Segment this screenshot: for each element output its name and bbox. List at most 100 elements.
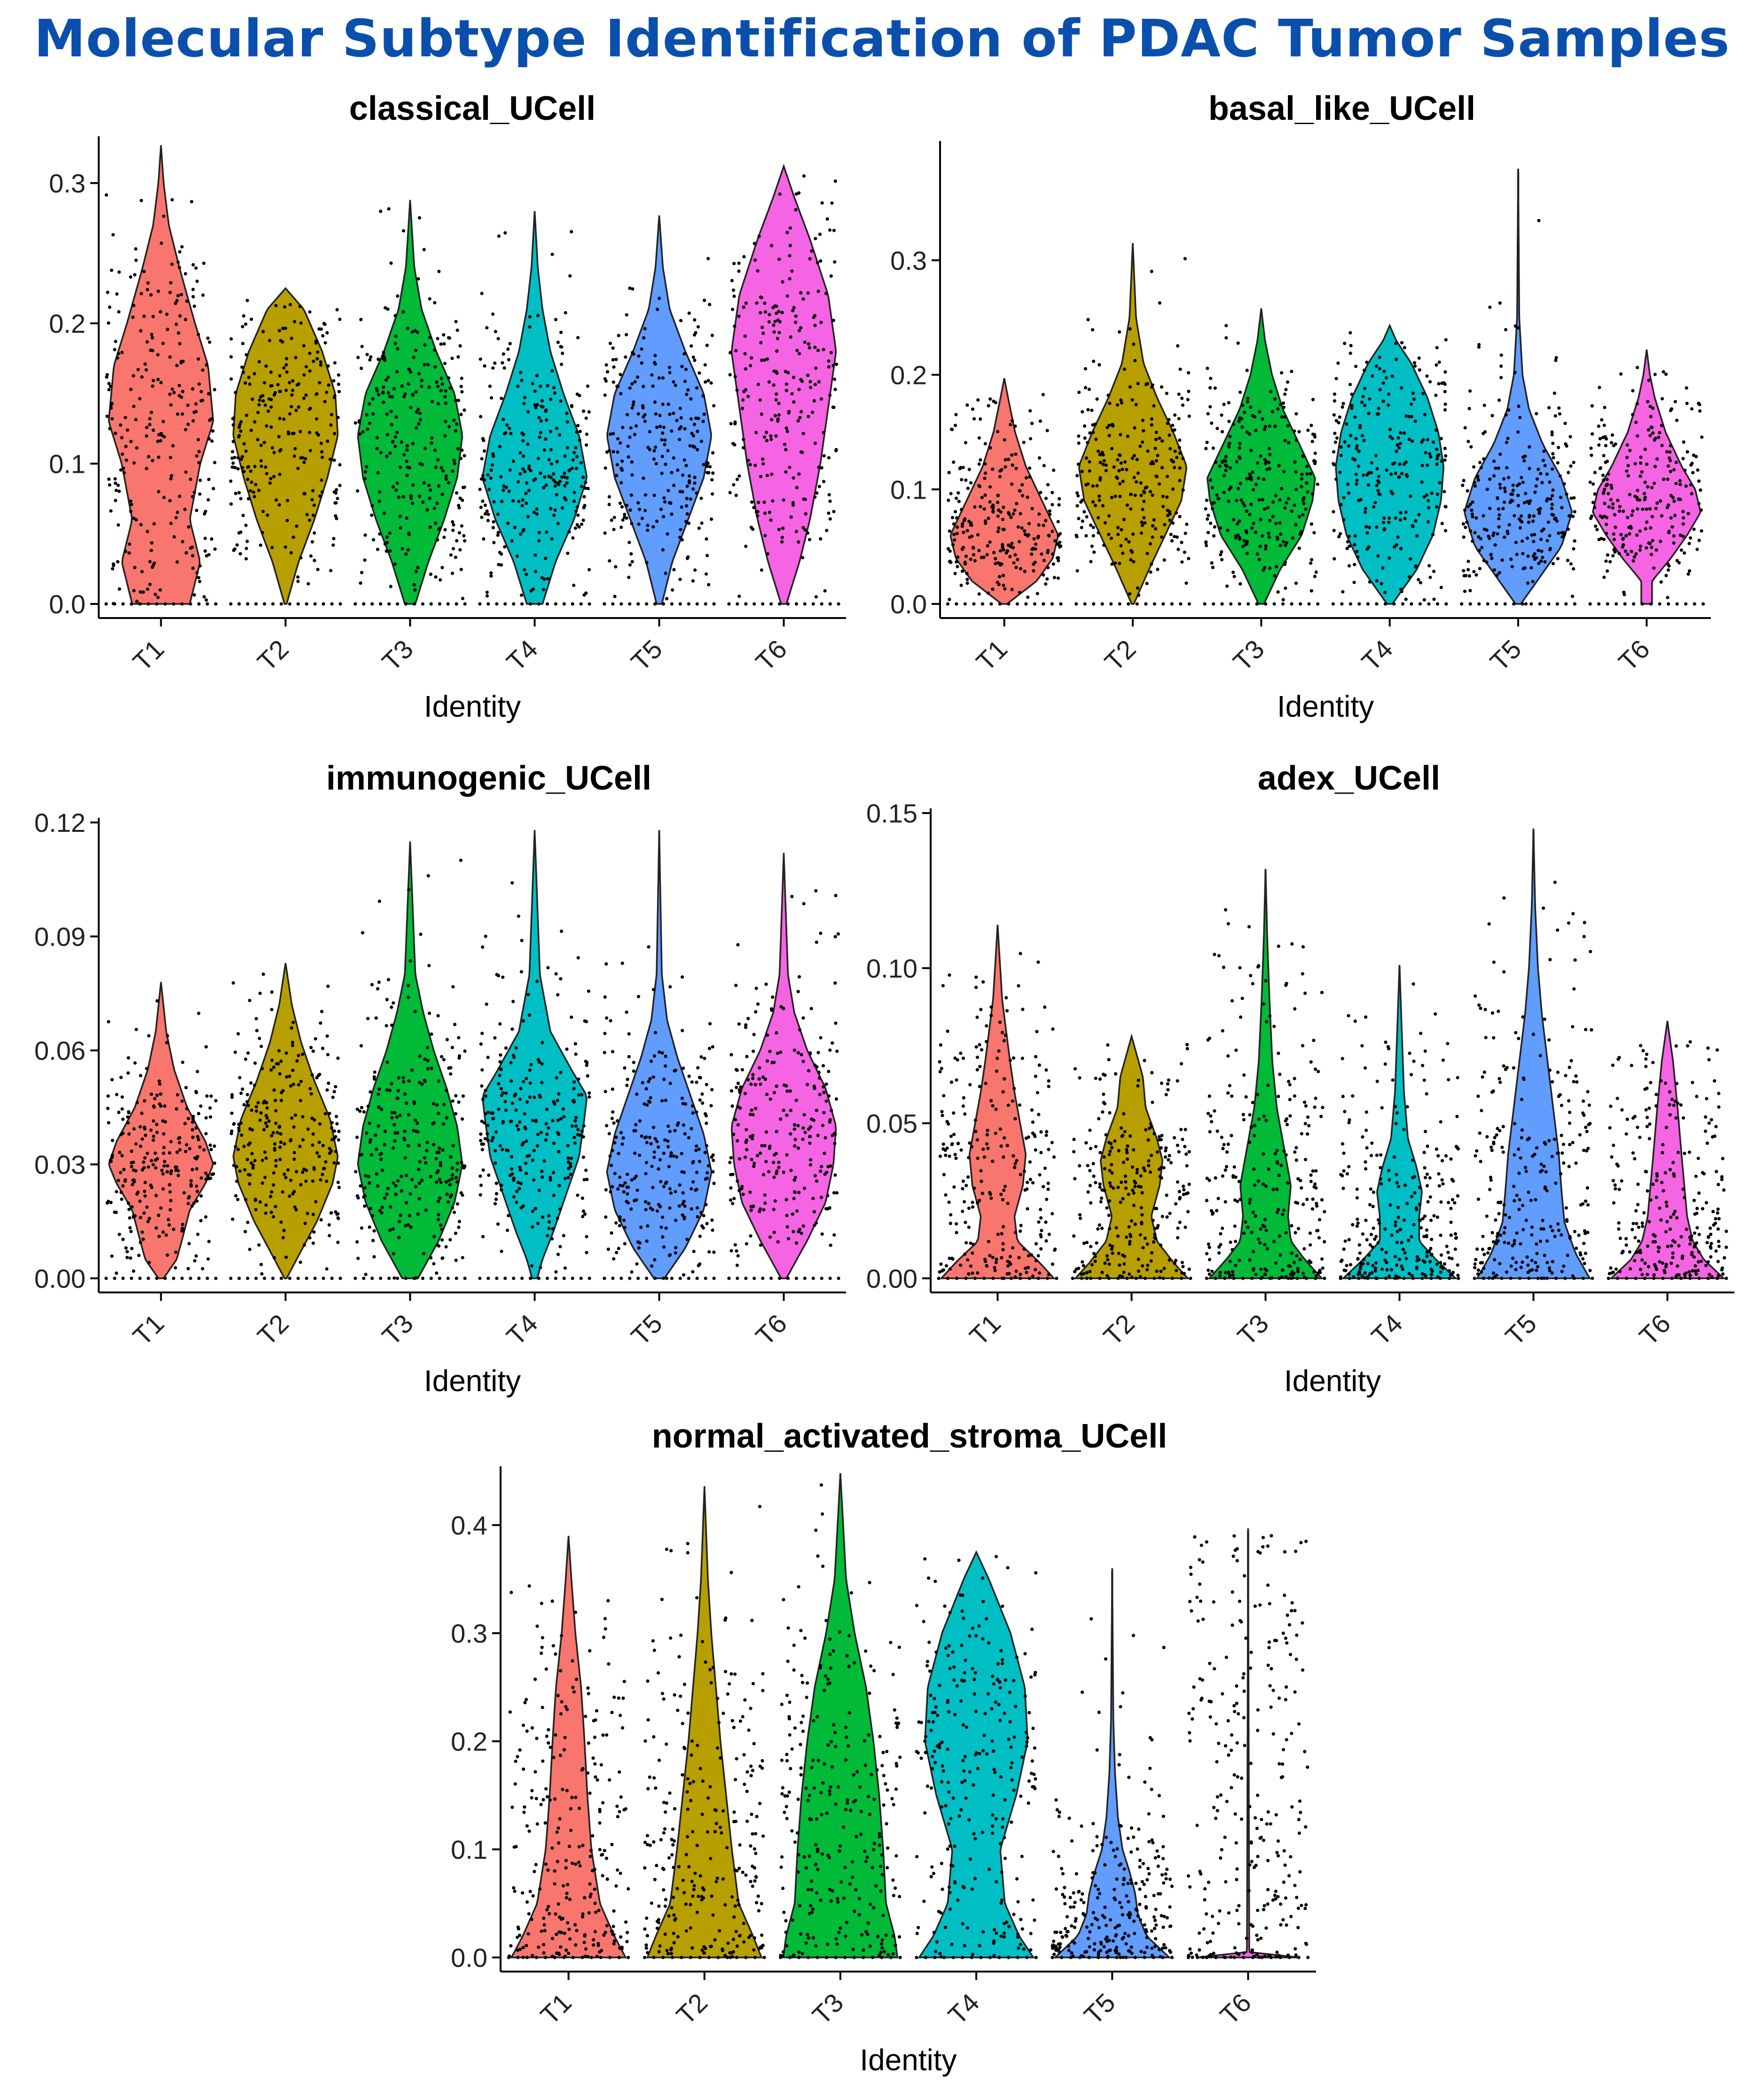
jitter-point (447, 481, 451, 485)
jitter-point (314, 417, 319, 421)
jitter-point (792, 1127, 796, 1131)
jitter-point (988, 485, 992, 489)
jitter-point (1438, 481, 1442, 485)
jitter-point (531, 1119, 534, 1122)
jitter-point (418, 1160, 422, 1164)
jitter-point (155, 999, 159, 1003)
jitter-point (1122, 368, 1126, 371)
jitter-point (565, 420, 569, 424)
jitter-point (445, 1038, 449, 1041)
jitter-point (207, 392, 211, 396)
jitter-point (554, 972, 558, 976)
jitter-point (625, 1010, 628, 1014)
jitter-point (1338, 470, 1342, 474)
jitter-point (133, 566, 137, 570)
jitter-point (421, 602, 425, 606)
jitter-point (1683, 469, 1687, 472)
jitter-point (1622, 509, 1625, 513)
jitter-point (316, 568, 320, 571)
jitter-point (573, 1119, 577, 1123)
jitter-point (418, 1054, 422, 1058)
violin-t5 (1463, 168, 1573, 605)
jitter-point (190, 1204, 194, 1208)
jitter-point (258, 1036, 261, 1041)
jitter-point (187, 1117, 190, 1120)
jitter-point (245, 540, 249, 543)
jitter-point (1516, 326, 1520, 330)
jitter-point (545, 1276, 549, 1280)
jitter-point (1389, 490, 1393, 493)
jitter-point (235, 1179, 239, 1183)
jitter-point (782, 498, 785, 502)
jitter-point (630, 1270, 634, 1274)
jitter-point (674, 1218, 678, 1222)
jitter-point (549, 398, 553, 401)
jitter-point (1601, 492, 1605, 495)
jitter-point (1550, 507, 1554, 510)
jitter-point (669, 501, 673, 505)
jitter-point (496, 512, 500, 516)
jitter-point (379, 1276, 383, 1280)
jitter-point (1171, 423, 1175, 427)
jitter-point (824, 291, 828, 295)
jitter-point (505, 423, 509, 427)
jitter-point (620, 962, 624, 965)
jitter-point (801, 1137, 805, 1141)
jitter-point (1122, 517, 1126, 521)
jitter-point (1084, 534, 1088, 538)
jitter-point (999, 563, 1003, 567)
jitter-point (276, 1062, 280, 1066)
jitter-point (1212, 501, 1216, 505)
jitter-point (629, 493, 633, 497)
jitter-point (109, 1159, 112, 1162)
jitter-point (306, 1212, 309, 1215)
jitter-point (808, 1052, 812, 1056)
jitter-point (454, 429, 458, 433)
jitter-point (1168, 518, 1172, 522)
jitter-point (653, 400, 657, 404)
jitter-point (161, 1187, 165, 1191)
jitter-point (197, 1112, 201, 1115)
jitter-point (360, 571, 364, 574)
jitter-point (1672, 499, 1676, 503)
jitter-point (118, 423, 122, 427)
jitter-point (690, 1080, 694, 1084)
jitter-point (1101, 453, 1105, 457)
jitter-point (949, 492, 953, 495)
jitter-point (742, 255, 746, 258)
jitter-point (807, 342, 810, 346)
jitter-point (1439, 437, 1443, 440)
jitter-point (297, 405, 301, 409)
jitter-point (165, 1170, 169, 1174)
jitter-point (517, 1187, 521, 1190)
jitter-point (1091, 328, 1095, 332)
jitter-point (1630, 513, 1634, 517)
jitter-point (246, 477, 250, 481)
x-axis-label: Identity (1277, 689, 1374, 723)
jitter-point (777, 602, 782, 606)
jitter-point (572, 1087, 576, 1090)
jitter-point (1136, 382, 1140, 385)
jitter-point (431, 1102, 435, 1106)
jitter-point (1557, 532, 1560, 535)
jitter-point (1498, 452, 1502, 456)
jitter-point (643, 493, 647, 497)
x-tick-label: T3 (376, 634, 419, 677)
jitter-point (185, 1107, 189, 1111)
jitter-point (247, 376, 251, 379)
jitter-point (1421, 391, 1425, 396)
jitter-point (158, 310, 162, 314)
jitter-point (806, 531, 809, 535)
jitter-point (1639, 461, 1643, 465)
jitter-point (792, 400, 796, 404)
jitter-point (363, 558, 367, 562)
jitter-point (503, 231, 507, 235)
jitter-point (1488, 536, 1491, 540)
jitter-point (696, 325, 700, 329)
jitter-point (437, 1112, 440, 1115)
jitter-point (313, 602, 317, 606)
jitter-point (691, 487, 695, 491)
jitter-point (979, 458, 982, 462)
jitter-point (420, 1082, 424, 1086)
jitter-point (817, 380, 821, 384)
